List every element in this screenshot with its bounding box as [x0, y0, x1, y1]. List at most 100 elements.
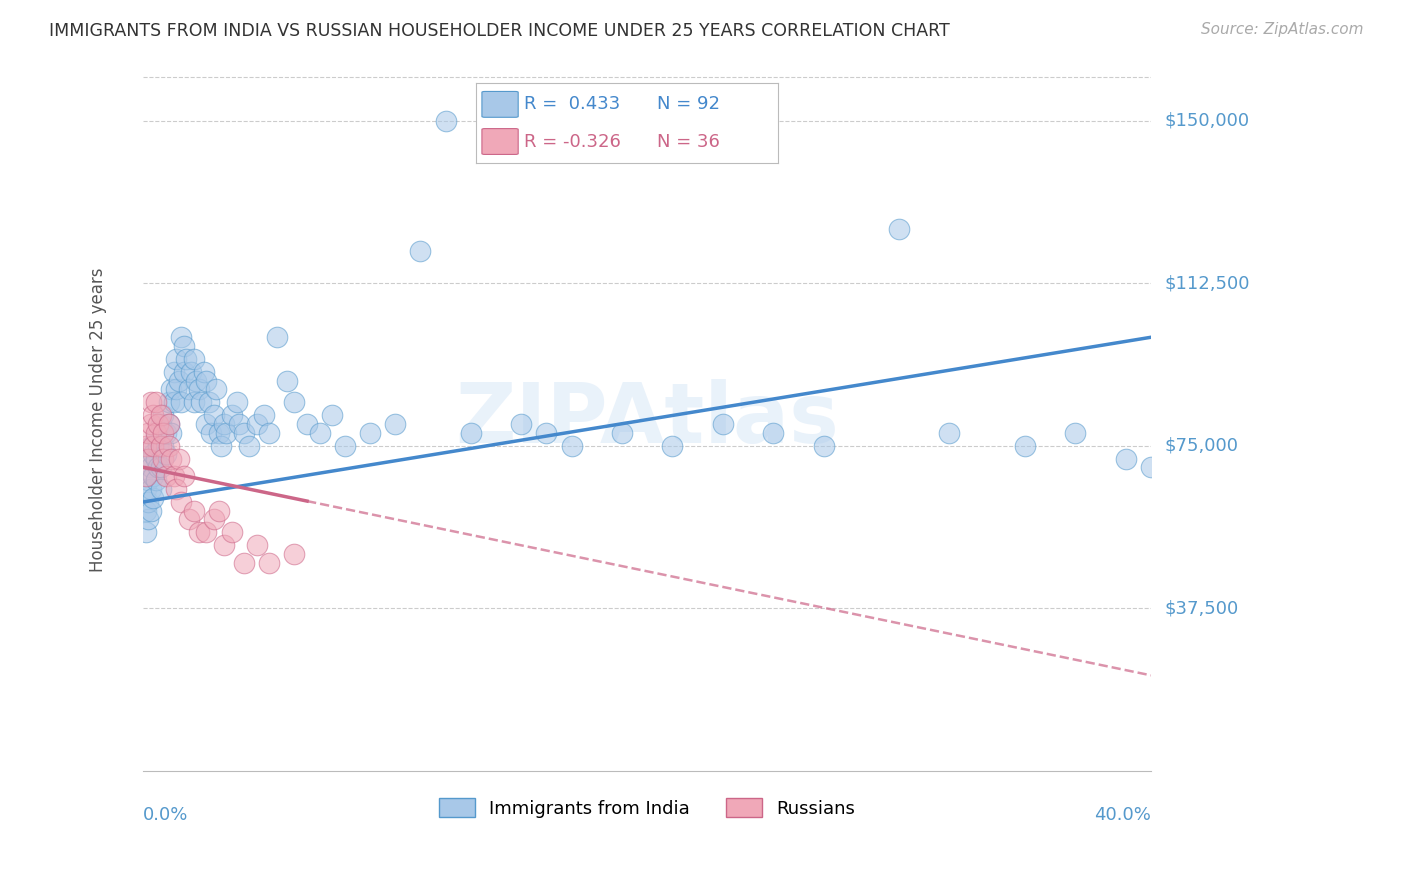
- Point: [173, 469, 195, 483]
- Text: Source: ZipAtlas.com: Source: ZipAtlas.com: [1201, 22, 1364, 37]
- Point: [149, 409, 172, 423]
- Point: [536, 425, 558, 440]
- Point: [157, 395, 180, 409]
- Point: [202, 409, 225, 423]
- Point: [187, 525, 209, 540]
- Point: [887, 222, 910, 236]
- Point: [215, 425, 238, 440]
- Point: [1014, 439, 1036, 453]
- Point: [165, 382, 187, 396]
- Point: [155, 425, 177, 440]
- Point: [228, 417, 250, 431]
- Point: [208, 425, 231, 440]
- Point: [160, 451, 183, 466]
- Point: [135, 469, 157, 483]
- Point: [155, 447, 177, 461]
- Point: [661, 439, 683, 453]
- Point: [321, 409, 343, 423]
- Point: [193, 365, 215, 379]
- Point: [149, 439, 172, 453]
- Point: [183, 503, 205, 517]
- Point: [139, 482, 162, 496]
- Text: ZIPAtlas: ZIPAtlas: [456, 379, 839, 460]
- Point: [142, 469, 165, 483]
- Point: [1115, 451, 1137, 466]
- Point: [212, 538, 235, 552]
- Point: [221, 409, 243, 423]
- Point: [138, 473, 160, 487]
- Point: [135, 525, 157, 540]
- Point: [135, 503, 157, 517]
- Point: [155, 469, 177, 483]
- Text: $75,000: $75,000: [1166, 436, 1239, 455]
- Point: [233, 425, 256, 440]
- Point: [145, 430, 167, 444]
- Point: [135, 439, 157, 453]
- Point: [167, 374, 190, 388]
- Point: [145, 425, 167, 440]
- Point: [610, 425, 633, 440]
- Point: [212, 417, 235, 431]
- Point: [157, 417, 180, 431]
- Point: [253, 409, 276, 423]
- Point: [177, 382, 200, 396]
- Point: [208, 503, 231, 517]
- Point: [152, 409, 174, 423]
- Point: [762, 425, 785, 440]
- Point: [149, 482, 172, 496]
- Point: [170, 330, 193, 344]
- Point: [238, 439, 260, 453]
- Point: [148, 439, 170, 453]
- Point: [225, 395, 247, 409]
- Point: [173, 365, 195, 379]
- Point: [246, 538, 269, 552]
- Point: [145, 451, 167, 466]
- Point: [460, 425, 482, 440]
- Point: [160, 425, 183, 440]
- Point: [938, 425, 960, 440]
- Point: [139, 439, 162, 453]
- Point: [180, 365, 202, 379]
- Point: [187, 382, 209, 396]
- Text: Householder Income Under 25 years: Householder Income Under 25 years: [89, 268, 107, 572]
- Point: [139, 417, 162, 431]
- Point: [149, 417, 172, 431]
- Point: [152, 439, 174, 453]
- Point: [276, 374, 298, 388]
- Point: [167, 451, 190, 466]
- Point: [177, 512, 200, 526]
- Text: $150,000: $150,000: [1166, 112, 1250, 129]
- Point: [142, 439, 165, 453]
- Point: [170, 495, 193, 509]
- Point: [510, 417, 533, 431]
- Point: [233, 556, 256, 570]
- Point: [711, 417, 734, 431]
- Point: [246, 417, 269, 431]
- Point: [561, 439, 583, 453]
- Point: [195, 417, 218, 431]
- Point: [138, 451, 160, 466]
- Text: 0.0%: 0.0%: [143, 805, 188, 824]
- Text: IMMIGRANTS FROM INDIA VS RUSSIAN HOUSEHOLDER INCOME UNDER 25 YEARS CORRELATION C: IMMIGRANTS FROM INDIA VS RUSSIAN HOUSEHO…: [49, 22, 950, 40]
- Point: [170, 395, 193, 409]
- Point: [308, 425, 330, 440]
- Point: [142, 491, 165, 505]
- Point: [160, 382, 183, 396]
- Point: [149, 460, 172, 475]
- Point: [157, 439, 180, 453]
- Point: [198, 395, 221, 409]
- Point: [1064, 425, 1087, 440]
- Point: [813, 439, 835, 453]
- Point: [138, 512, 160, 526]
- Point: [145, 395, 167, 409]
- Point: [195, 374, 218, 388]
- Point: [162, 469, 184, 483]
- Point: [283, 395, 305, 409]
- Point: [174, 351, 197, 366]
- Point: [152, 425, 174, 440]
- Point: [183, 395, 205, 409]
- Point: [138, 451, 160, 466]
- Point: [162, 365, 184, 379]
- Point: [221, 525, 243, 540]
- Point: [259, 556, 281, 570]
